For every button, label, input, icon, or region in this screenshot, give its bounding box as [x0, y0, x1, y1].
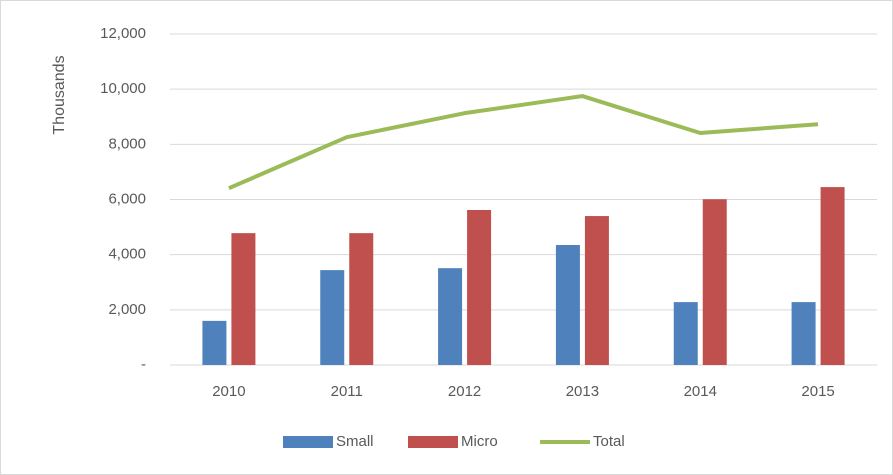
legend-label: Total	[593, 433, 625, 450]
y-tick-label: 12,000	[100, 25, 146, 42]
legend-label: Small	[336, 433, 374, 450]
bar	[791, 302, 816, 365]
bar	[467, 209, 492, 365]
x-tick-label: 2013	[566, 383, 599, 400]
y-tick-label: 10,000	[100, 80, 146, 97]
x-tick-label: 2010	[212, 383, 245, 400]
bar	[438, 268, 463, 365]
bar	[673, 302, 698, 365]
bar	[702, 199, 727, 365]
x-tick-label: 2014	[684, 383, 717, 400]
bar	[555, 245, 580, 365]
x-tick-label: 2015	[801, 383, 834, 400]
legend-swatch	[283, 436, 333, 448]
x-tick-label: 2011	[331, 383, 363, 400]
y-tick-label: 2,000	[108, 301, 146, 318]
bar	[320, 270, 345, 365]
legend-label: Micro	[461, 433, 498, 450]
x-tick-label: 2012	[448, 383, 481, 400]
bar	[820, 187, 845, 365]
y-tick-label: 4,000	[108, 246, 146, 263]
y-tick-label: 8,000	[108, 135, 146, 152]
y-tick-label: -	[141, 356, 146, 373]
legend-swatch	[408, 436, 458, 448]
line	[228, 94, 819, 191]
y-axis-label: Thousands	[51, 55, 68, 134]
y-tick-label: 6,000	[108, 190, 146, 207]
bar	[231, 233, 256, 365]
bar	[202, 320, 227, 365]
bar	[584, 216, 609, 365]
bar	[349, 233, 374, 365]
